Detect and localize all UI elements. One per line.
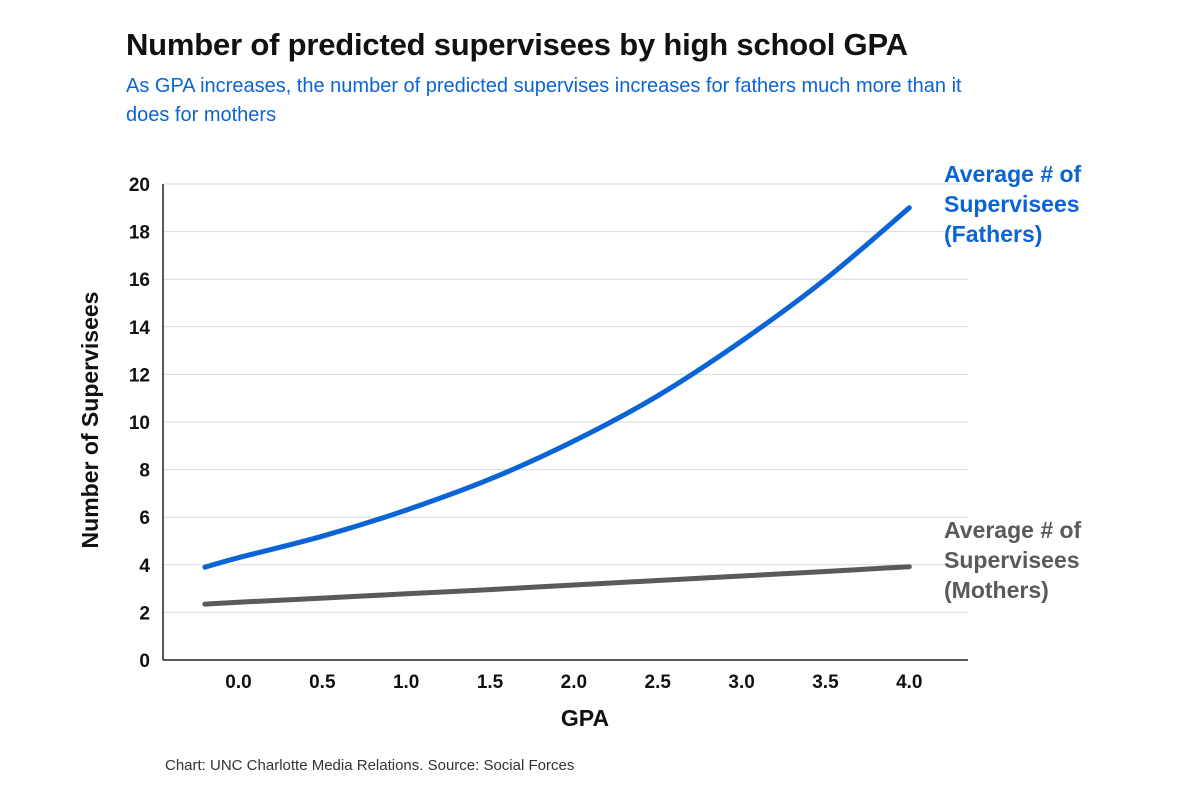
y-tick-label: 12 [129,365,150,386]
y-tick-label: 4 [139,556,150,577]
x-axis-title: GPA [561,705,609,731]
series-label-line: Supervisees [944,547,1080,573]
y-axis-title: Number of Supervisees [77,292,103,549]
x-tick-label: 0.0 [225,672,251,693]
series-line-fathers [202,205,912,570]
x-tick-label: 3.0 [728,672,754,693]
y-tick-label: 18 [129,223,150,244]
x-tick-label: 2.5 [645,672,672,693]
series-label-fathers: Average # of Supervisees (Fathers) [944,161,1082,247]
x-tick-label: 3.5 [812,672,839,693]
x-tick-label: 1.0 [393,672,419,693]
chart-title: Number of predicted supervisees by high … [126,27,908,62]
series-label-line: (Fathers) [944,221,1042,247]
series-label-line: Average # of [944,161,1082,187]
series-label-line: Supervisees [944,191,1080,217]
source-note: Chart: UNC Charlotte Media Relations. So… [165,757,575,774]
axes: 0 2 4 6 8 10 12 14 16 18 20 0.0 0.5 1.0 1.5 2.0 2.5 3.0 3.… [129,175,968,693]
y-tick-label: 14 [129,318,151,339]
series-labels: Average # of Supervisees (Fathers)Average … [944,161,1082,603]
series-label-line: Average # of [944,517,1082,543]
y-tick-label: 6 [139,508,150,529]
series-line-mothers [202,564,912,607]
x-tick-label: 1.5 [477,672,504,693]
y-tick-label: 10 [129,413,150,434]
series-label-line: (Mothers) [944,577,1049,603]
y-tick-label: 2 [139,603,150,624]
x-tick-label: 4.0 [896,672,922,693]
chart-subtitle: As GPA increases, the number of predicte… [126,75,962,126]
y-tick-label: 16 [129,270,150,291]
x-tick-label: 2.0 [561,672,587,693]
x-tick-label: 0.5 [309,672,336,693]
series-label-mothers: Average # of Supervisees (Mothers) [944,517,1082,603]
y-tick-label: 0 [139,651,150,672]
y-tick-label: 8 [139,461,150,482]
gridlines [163,183,968,613]
series-lines [202,205,912,607]
y-tick-label: 20 [129,175,150,196]
